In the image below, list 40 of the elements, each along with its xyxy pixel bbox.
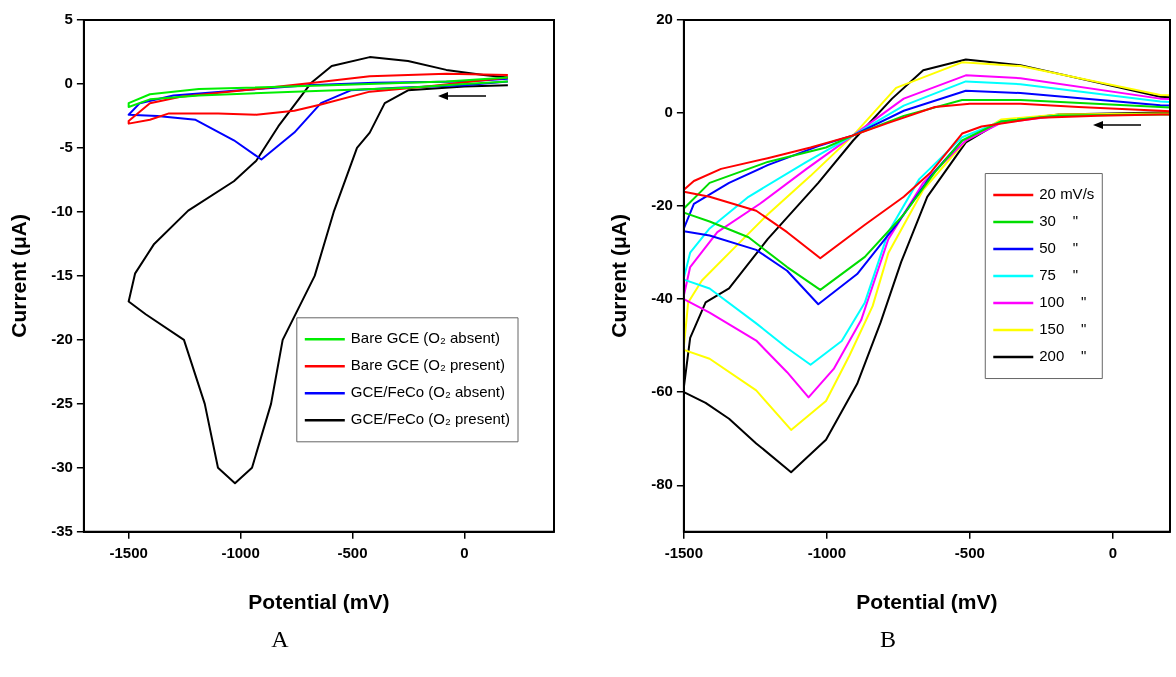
y-tick-label: -5	[59, 138, 73, 156]
legend-label: GCE/FeCo (O₂ absent)	[350, 383, 506, 401]
y-tick-label: -20	[51, 330, 73, 348]
y-tick-label: -60	[651, 382, 673, 400]
y-tick-label: 5	[64, 10, 73, 28]
legend-label: 50 "	[1039, 239, 1078, 257]
y-tick-label: -40	[651, 289, 673, 307]
y-tick-label: -10	[51, 202, 73, 220]
x-axis-title: Potential (mV)	[856, 590, 998, 614]
x-tick-label: -1500	[664, 543, 704, 561]
y-tick-label: -35	[51, 521, 73, 539]
legend-label: 100 "	[1039, 293, 1087, 311]
legend-label: 150 "	[1039, 320, 1087, 338]
x-tick-label: 0	[1108, 543, 1117, 561]
legend-label: Bare GCE (O₂ present)	[350, 356, 506, 374]
y-tick-label: -30	[51, 457, 73, 475]
y-tick-label: -80	[651, 475, 673, 493]
legend-label: GCE/FeCo (O₂ present)	[350, 410, 510, 428]
y-tick-label: 20	[656, 10, 673, 28]
y-axis-title: Current (μA)	[607, 214, 631, 338]
legend-label: 200 "	[1039, 347, 1087, 365]
text: B	[879, 626, 897, 653]
legend-label: 30 "	[1039, 212, 1078, 230]
x-tick-label: -1500	[109, 543, 148, 561]
x-tick-label: -1000	[221, 543, 260, 561]
x-tick-label: 0	[460, 543, 469, 561]
x-tick-label: -1000	[807, 543, 847, 561]
y-tick-label: 0	[664, 103, 673, 121]
y-tick-label: -25	[51, 393, 73, 411]
x-axis-title: Potential (mV)	[248, 590, 390, 614]
y-tick-label: -15	[51, 266, 73, 284]
text: A	[270, 626, 290, 653]
x-tick-label: -500	[337, 543, 368, 561]
x-tick-label: -500	[954, 543, 985, 561]
legend-label: 20 mV/s	[1039, 185, 1095, 203]
y-axis-title: Current (μA)	[7, 214, 31, 338]
legend-label: Bare GCE (O₂ absent)	[350, 329, 501, 347]
y-tick-label: -20	[651, 196, 673, 214]
y-tick-label: 0	[64, 74, 73, 92]
legend-label: 75 "	[1039, 266, 1078, 284]
